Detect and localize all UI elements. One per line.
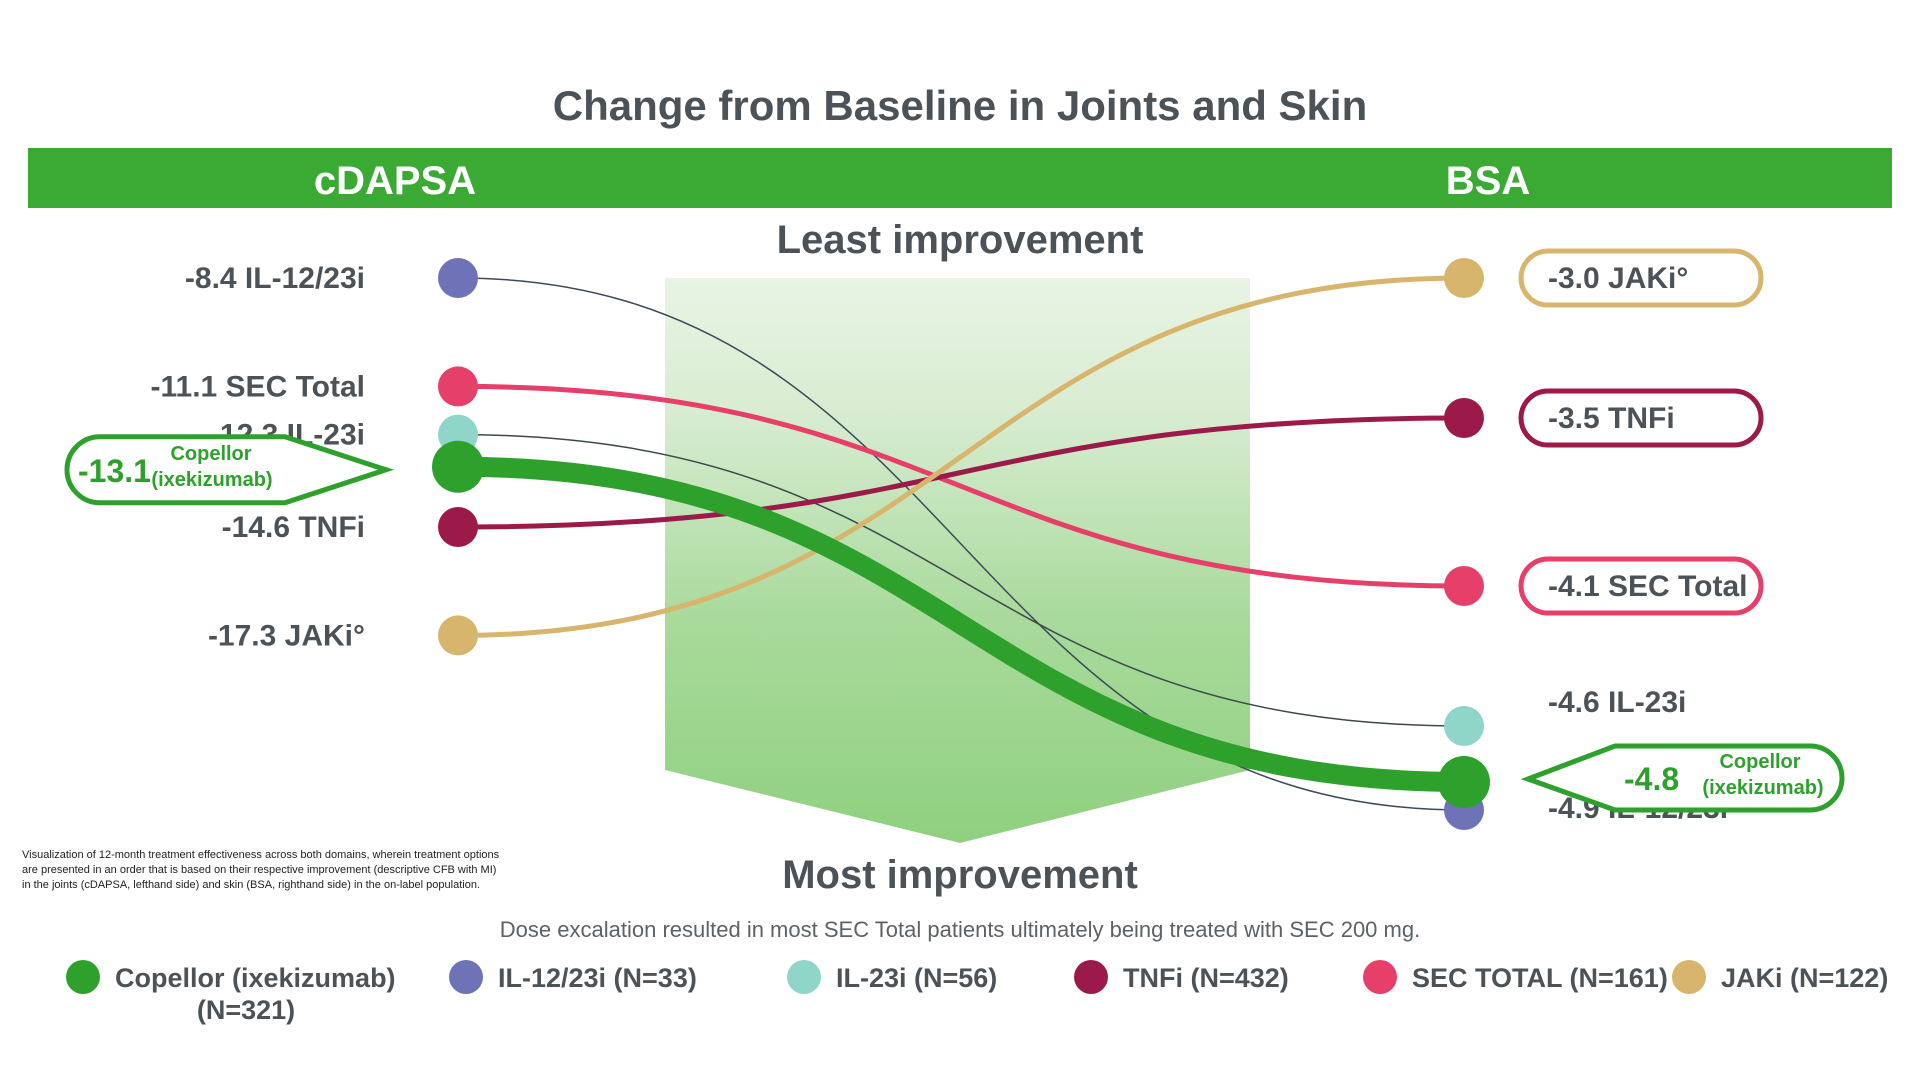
series-line-tnfi [455, 415, 1467, 530]
point-cdapsa-il1223 [438, 258, 478, 298]
series-line-il23 [457, 433, 1465, 727]
legend-label-jaki: JAKi (N=122) [1721, 963, 1888, 993]
cdapsa-label-il1223: -8.4 IL-12/23i [185, 262, 365, 295]
bsa-label-box-jaki [1518, 248, 1764, 308]
connector-lines [448, 275, 1474, 811]
legend-swatch-jaki [1672, 960, 1706, 994]
point-cdapsa-copellor [432, 440, 484, 493]
legend-swatch-tnfi [1074, 960, 1108, 994]
series-line-il1223 [457, 277, 1465, 811]
domain-header-bar [28, 148, 1892, 208]
dose-note: Dose excalation resulted in most SEC Tot… [500, 917, 1420, 942]
left-domain-label: cDAPSA [314, 159, 476, 203]
series-line-sec [455, 383, 1467, 589]
chart-title: Change from Baseline in Joints and Skin [553, 82, 1368, 129]
cdapsa-callout-name: (ixekizumab) [151, 469, 272, 491]
legend-swatch-sec [1363, 960, 1397, 994]
legend-label-copellor: Copellor (ixekizumab) [115, 963, 396, 993]
legend-swatch-il1223 [449, 960, 483, 994]
cdapsa-label-jaki: -17.3 JAKi° [208, 619, 365, 652]
bsa-label-box-sec [1518, 556, 1764, 616]
legend-swatch-il23 [787, 960, 821, 994]
bsa-label-tnfi: -3.5 TNFi [1548, 402, 1675, 435]
value-labels: -8.4 IL-12/23i-4.9 IL-12/23i-11.1 SEC To… [64, 248, 1845, 825]
legend-label-tnfi: TNFi (N=432) [1123, 963, 1289, 993]
bsa-callout-bubble [1520, 743, 1845, 813]
point-bsa-tnfi [1444, 398, 1484, 438]
footnote-line: are presented in an order that is based … [22, 864, 496, 876]
bsa-label-il23: -4.6 IL-23i [1548, 686, 1686, 719]
series-line-copellor [448, 456, 1474, 792]
footnote-line: Visualization of 12-month treatment effe… [22, 849, 500, 861]
point-cdapsa-tnfi [438, 507, 478, 547]
footnote: Visualization of 12-month treatment effe… [22, 849, 500, 891]
data-points [432, 258, 1490, 830]
legend-label-sec: SEC TOTAL (N=161) [1412, 963, 1668, 993]
legend-label-copellor-n: (N=321) [197, 995, 295, 1025]
series-line-jaki [455, 275, 1467, 638]
cdapsa-callout-value: -13.1 [78, 453, 151, 489]
point-cdapsa-jaki [438, 615, 478, 656]
cdapsa-callout-name: Copellor [170, 443, 251, 465]
bsa-label-jaki: -3.0 JAKi° [1548, 262, 1688, 295]
most-improvement-label: Most improvement [782, 853, 1138, 897]
bsa-callout-value: -4.8 [1624, 761, 1679, 797]
cdapsa-label-tnfi: -14.6 TNFi [222, 511, 365, 544]
point-bsa-sec [1444, 566, 1484, 606]
right-domain-label: BSA [1446, 159, 1530, 203]
legend-label-il23: IL-23i (N=56) [836, 963, 997, 993]
point-bsa-il23 [1444, 706, 1484, 746]
cdapsa-callout-bubble [64, 434, 395, 506]
bsa-label-sec: -4.1 SEC Total [1548, 570, 1747, 603]
cdapsa-label-sec: -11.1 SEC Total [150, 370, 365, 403]
improvement-arrow-shape [665, 278, 1250, 843]
bsa-label-box-tnfi [1518, 388, 1764, 448]
point-cdapsa-sec [438, 366, 478, 407]
legend-label-il1223: IL-12/23i (N=33) [498, 963, 697, 993]
legend: Copellor (ixekizumab)(N=321) IL-12/23i (N… [66, 960, 1888, 1025]
legend-swatch-copellor [66, 960, 100, 994]
least-improvement-label: Least improvement [777, 218, 1144, 262]
point-bsa-jaki [1444, 258, 1484, 298]
point-bsa-copellor [1438, 756, 1490, 808]
bsa-callout-name: Copellor [1719, 751, 1800, 773]
bsa-callout-name: (ixekizumab) [1702, 777, 1823, 799]
footnote-line: in the joints (cDAPSA, lefthand side) an… [22, 879, 480, 891]
